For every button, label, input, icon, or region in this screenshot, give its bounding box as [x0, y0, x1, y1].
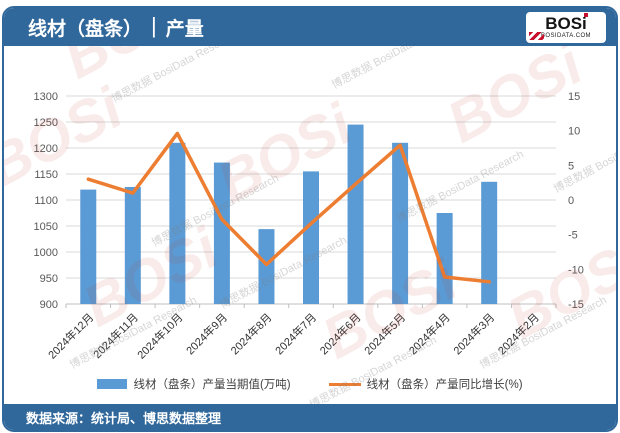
trend-line — [86, 131, 491, 284]
title-separator: | — [151, 13, 157, 38]
logo-brand-text: BOSi — [545, 13, 588, 33]
bar — [213, 162, 230, 304]
x-axis-category-label: 2024年2月 — [495, 310, 542, 357]
right-axis-tick-label: 5 — [568, 160, 574, 172]
bosi-logo[interactable]: BOSi BOSIDATA.COM — [526, 11, 606, 43]
right-axis-tick-label: -5 — [568, 230, 578, 242]
line-series-swatch — [328, 382, 361, 386]
bar — [436, 213, 453, 304]
x-axis-category-label: 2024年12月 — [45, 310, 96, 361]
page-title: 线材（盘条） | 产量 — [28, 14, 204, 41]
x-axis-category-label: 2024年10月 — [134, 310, 185, 361]
left-axis-tick-label: 1050 — [34, 221, 58, 233]
chart-legend: 线材（盘条）产量当期值(万吨) 线材（盘条）产量同比增长(%) — [4, 376, 616, 392]
data-source-text: 数据来源：统计局、博思数据整理 — [26, 410, 222, 426]
left-axis-tick-label: 1100 — [34, 195, 58, 207]
bar — [392, 142, 409, 304]
left-axis-tick-label: 900 — [40, 299, 58, 311]
title-product: 线材（盘条） — [28, 18, 143, 40]
left-axis-tick-label: 1300 — [34, 91, 58, 103]
bar — [80, 189, 97, 304]
bar-series-label: 线材（盘条）产量当期值(万吨) — [133, 379, 291, 391]
right-axis-tick-label: 10 — [568, 126, 580, 138]
bar — [303, 171, 319, 304]
bar — [169, 142, 186, 304]
report-card: 线材（盘条） | 产量 BOSi BOSIDATA.COM 1300 1250 12… — [2, 6, 618, 432]
x-axis-category-label: 2024年9月 — [183, 310, 230, 357]
right-axis-tick-label: 0 — [568, 195, 574, 207]
right-axis-tick-label: -10 — [568, 264, 584, 276]
right-axis-tick-label: 15 — [568, 91, 580, 103]
x-axis-category-label: 2024年5月 — [361, 310, 408, 357]
footer-bar: 数据来源：统计局、博思数据整理 — [4, 404, 616, 430]
right-axis-tick-label: -15 — [568, 299, 584, 311]
left-axis-tick-label: 1200 — [34, 143, 58, 155]
bar — [258, 229, 275, 304]
left-axis-tick-label: 1150 — [34, 169, 58, 181]
x-axis-category-label: 2024年6月 — [317, 310, 364, 357]
legend-item-bars: 线材（盘条）产量当期值(万吨) — [97, 376, 291, 392]
bar — [124, 187, 141, 304]
x-axis-category-label: 2024年4月 — [406, 310, 453, 357]
logo-stripes-icon — [529, 31, 544, 40]
x-axis-category-label: 2024年11月 — [90, 310, 141, 361]
bar — [481, 181, 498, 304]
line-series-label: 线材（盘条）产量同比增长(%) — [366, 379, 523, 391]
x-axis-category-label: 2024年3月 — [450, 310, 497, 357]
left-axis-tick-label: 1000 — [34, 247, 58, 259]
x-axis-category-label: 2024年8月 — [227, 310, 274, 357]
header-bar: 线材（盘条） | 产量 BOSi BOSIDATA.COM — [4, 8, 616, 46]
chart-area: 1300 1250 1200 1150 1100 1050 1000 950 900 15 10 5 0… — [4, 60, 616, 376]
logo-site-text: BOSIDATA.COM — [541, 33, 591, 39]
legend-item-line: 线材（盘条）产量同比增长(%) — [328, 376, 523, 392]
x-axis-category-label: 2024年7月 — [272, 310, 319, 357]
title-metric: 产量 — [165, 18, 204, 40]
chart-svg: 1300125012001150110010501000950900151050… — [34, 91, 584, 362]
bar — [347, 124, 364, 304]
left-axis-tick-label: 950 — [40, 273, 58, 285]
left-axis-tick-label: 1250 — [34, 117, 58, 129]
bar-series-swatch — [97, 379, 128, 389]
